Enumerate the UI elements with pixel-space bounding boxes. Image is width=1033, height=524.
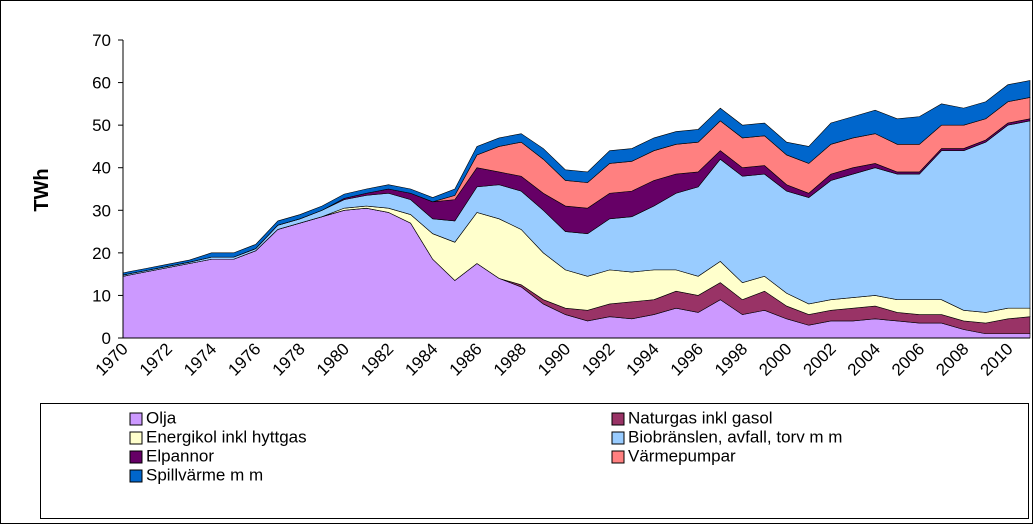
y-tick-label: 0 xyxy=(102,329,111,348)
legend-box xyxy=(40,403,1029,519)
legend-swatch xyxy=(129,450,143,464)
legend-label: Energikol inkl hyttgas xyxy=(146,427,307,446)
legend-label: Spillvärme m m xyxy=(146,465,263,484)
legend-swatch xyxy=(129,469,143,483)
legend-label: Biobränslen, avfall, torv m m xyxy=(628,427,842,446)
legend-label: Olja xyxy=(146,408,177,427)
y-axis-title: TWh xyxy=(31,168,53,211)
y-tick-label: 10 xyxy=(92,286,111,305)
y-tick-label: 20 xyxy=(92,244,111,263)
legend-swatch xyxy=(611,450,625,464)
legend-label: Elpannor xyxy=(146,446,214,465)
area xyxy=(122,80,1031,276)
y-tick-label: 70 xyxy=(92,31,111,50)
legend-swatch xyxy=(129,431,143,445)
y-tick-label: 30 xyxy=(92,201,111,220)
y-tick-label: 60 xyxy=(92,74,111,93)
legend-label: Värmepumpar xyxy=(628,446,736,465)
legend: Olja Naturgas inkl gasol Energikol inkl hy… xyxy=(129,408,842,484)
legend-swatch xyxy=(611,431,625,445)
y-tick-label: 50 xyxy=(92,116,111,135)
legend-swatch xyxy=(611,412,625,426)
legend-swatch xyxy=(129,412,143,426)
legend-label: Naturgas inkl gasol xyxy=(628,408,773,427)
y-tick-label: 40 xyxy=(92,159,111,178)
